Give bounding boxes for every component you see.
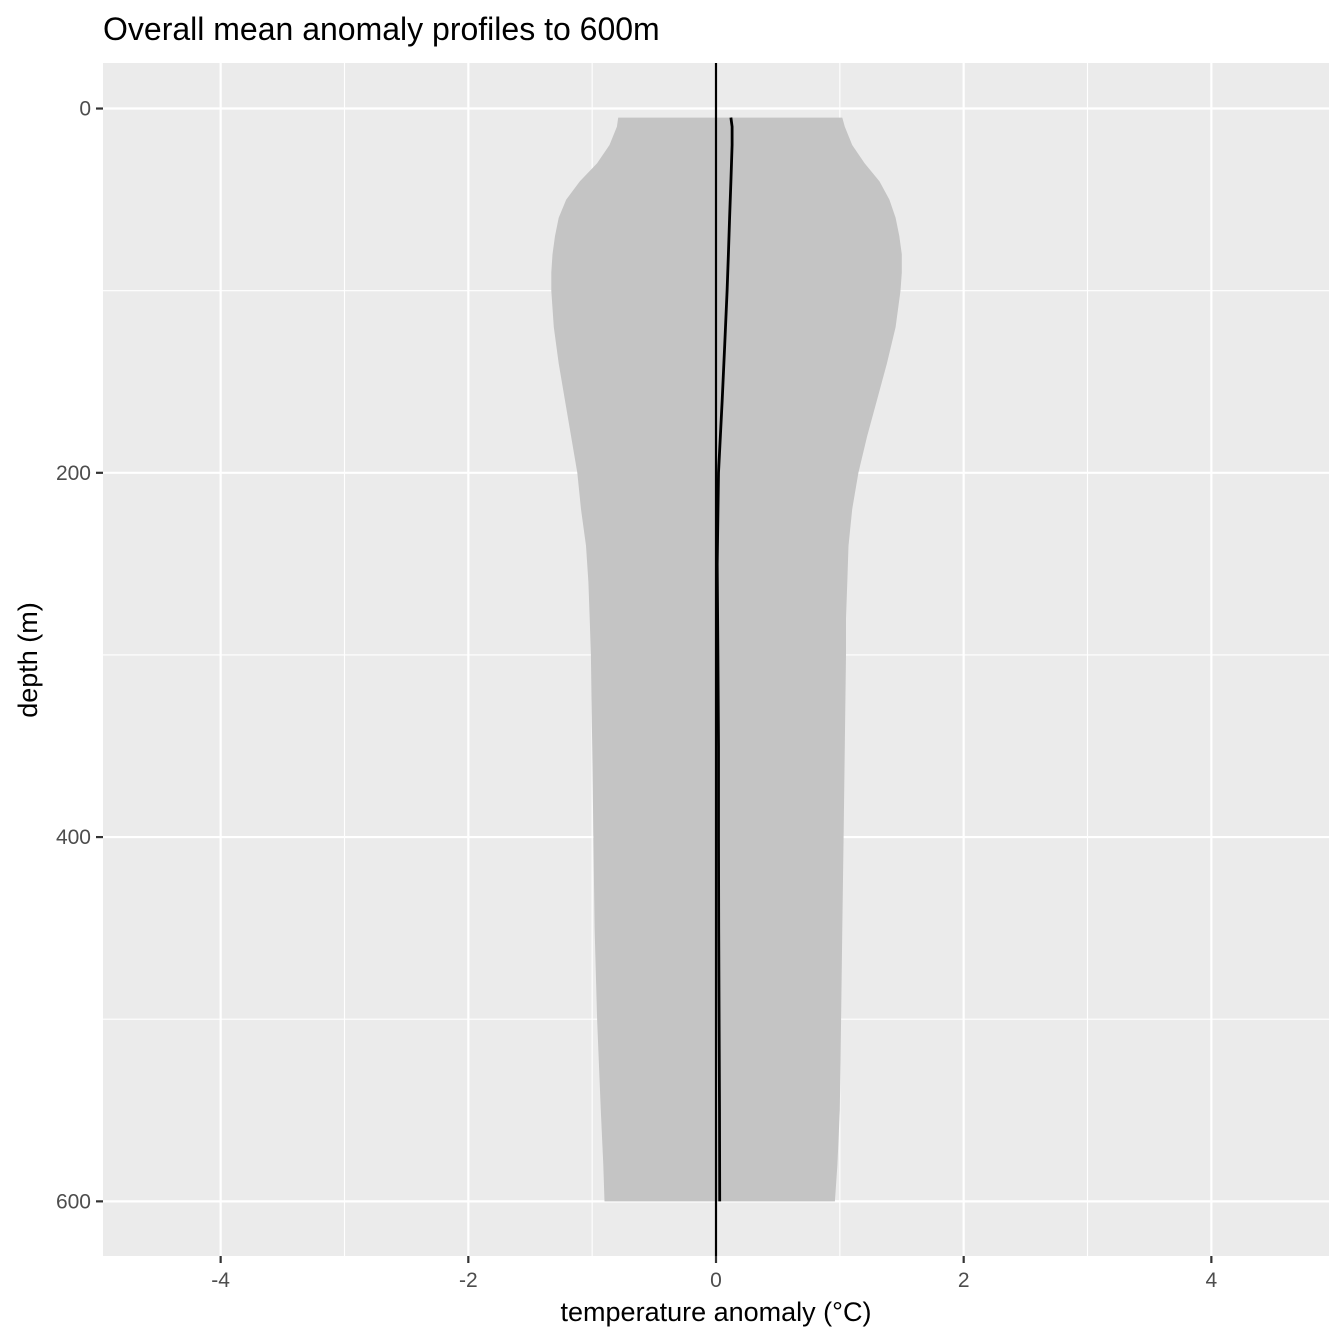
y-axis-label: depth (m) (13, 602, 43, 718)
x-tick-label: 4 (1206, 1269, 1218, 1292)
x-tick-label: -2 (459, 1269, 478, 1292)
chart-title: Overall mean anomaly profiles to 600m (103, 11, 660, 47)
mean-anomaly-line (715, 117, 734, 1202)
y-tick-label: 600 (56, 1190, 91, 1213)
y-tick-label: 0 (79, 98, 91, 121)
y-tick-label: 200 (56, 462, 91, 485)
x-axis-label: temperature anomaly (°C) (561, 1297, 872, 1327)
x-tick-label: 0 (710, 1269, 722, 1292)
x-axis: -4 -2 0 2 4 (211, 1256, 1218, 1292)
anomaly-envelope-band (551, 117, 902, 1202)
x-tick-label: -4 (211, 1269, 230, 1292)
y-axis: 0 200 400 600 (56, 98, 103, 1213)
y-tick-label: 400 (56, 826, 91, 849)
x-tick-label: 2 (958, 1269, 970, 1292)
